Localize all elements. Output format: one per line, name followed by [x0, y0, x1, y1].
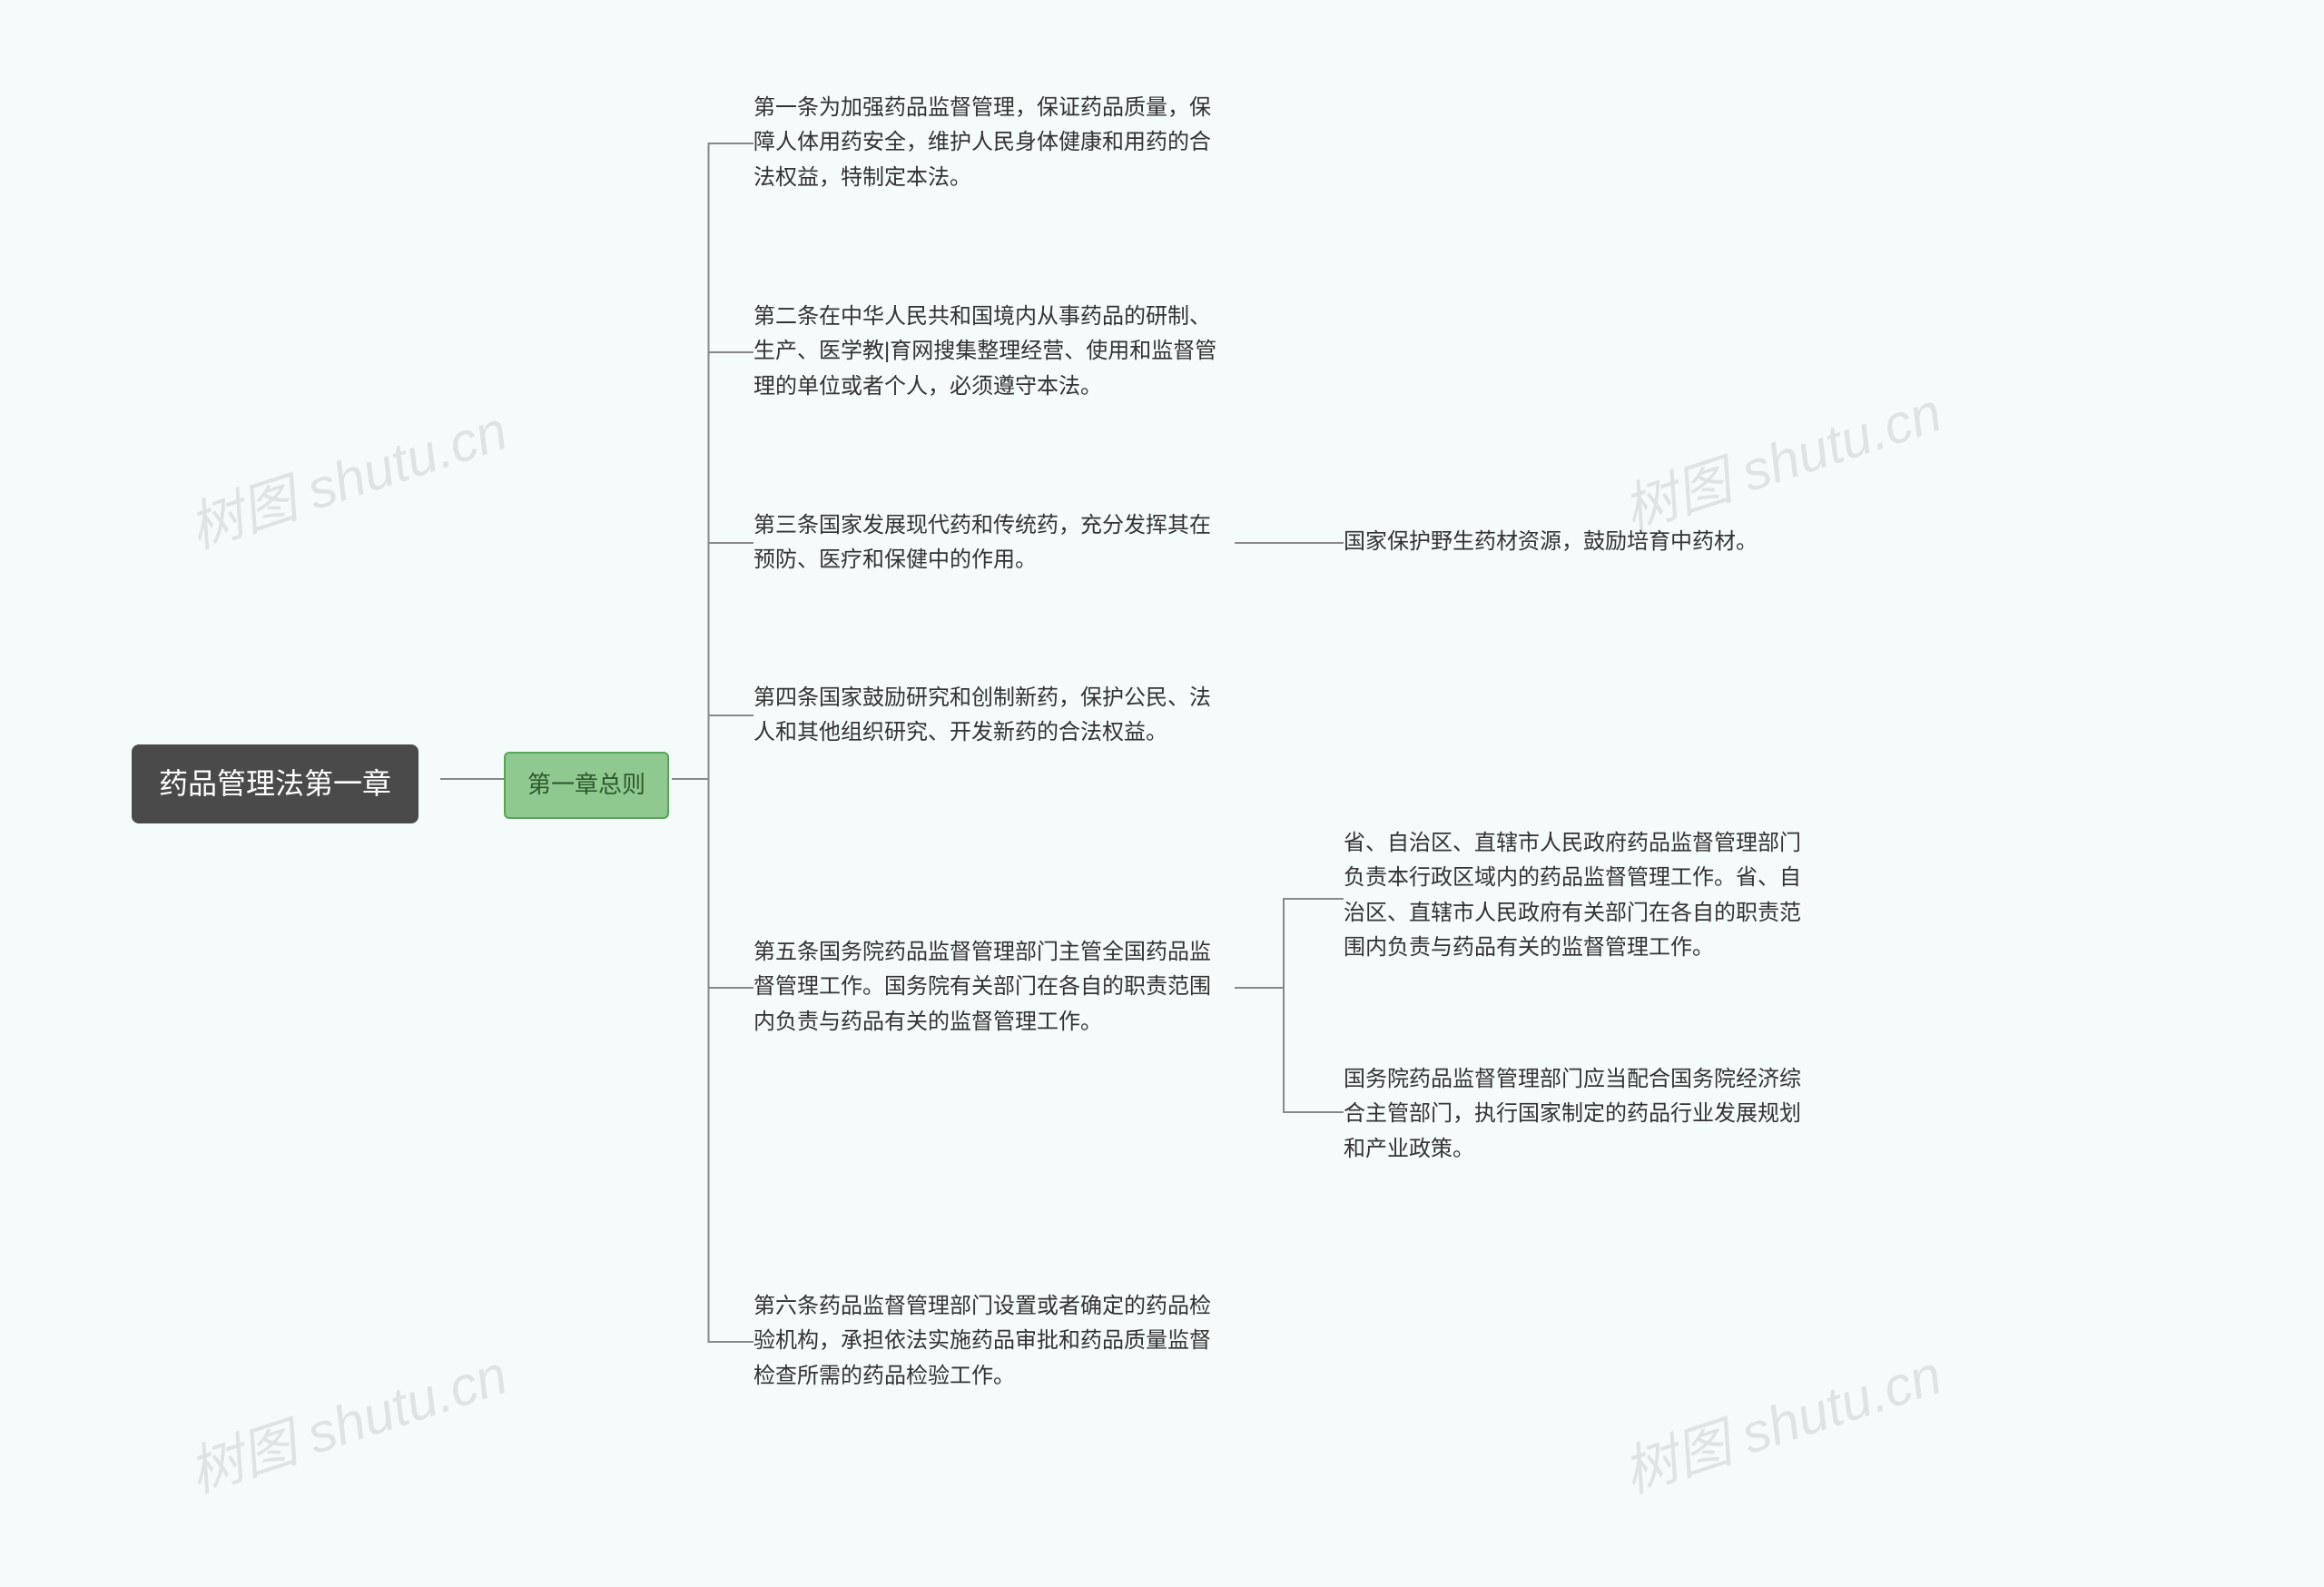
- mindmap-chapter-node[interactable]: 第一章总则: [504, 752, 669, 819]
- mindmap-article-5-child-1[interactable]: 省、自治区、直辖市人民政府药品监督管理部门负责本行政区域内的药品监督管理工作。省…: [1344, 826, 1816, 966]
- mindmap-article-3[interactable]: 第三条国家发展现代药和传统药，充分发挥其在预防、医疗和保健中的作用。: [753, 508, 1226, 578]
- mindmap-article-2[interactable]: 第二条在中华人民共和国境内从事药品的研制、生产、医学教|育网搜集整理经营、使用和…: [753, 300, 1226, 404]
- watermark: 树图 shutu.cn: [1611, 1331, 1950, 1508]
- mindmap-article-4[interactable]: 第四条国家鼓励研究和创制新药，保护公民、法人和其他组织研究、开发新药的合法权益。: [753, 681, 1226, 751]
- watermark: 树图 shutu.cn: [177, 1331, 516, 1508]
- mindmap-article-6[interactable]: 第六条药品监督管理部门设置或者确定的药品检验机构，承担依法实施药品审批和药品质量…: [753, 1289, 1226, 1394]
- mindmap-article-3-child-1[interactable]: 国家保护野生药材资源，鼓励培育中药材。: [1344, 525, 1758, 559]
- mindmap-article-5[interactable]: 第五条国务院药品监督管理部门主管全国药品监督管理工作。国务院有关部门在各自的职责…: [753, 935, 1226, 1040]
- watermark: 树图 shutu.cn: [1611, 369, 1950, 546]
- mindmap-root[interactable]: 药品管理法第一章: [132, 744, 419, 823]
- mindmap-article-5-child-2[interactable]: 国务院药品监督管理部门应当配合国务院经济综合主管部门，执行国家制定的药品行业发展…: [1344, 1062, 1816, 1167]
- mindmap-article-1[interactable]: 第一条为加强药品监督管理，保证药品质量，保障人体用药安全，维护人民身体健康和用药…: [753, 91, 1226, 195]
- watermark: 树图 shutu.cn: [177, 387, 516, 564]
